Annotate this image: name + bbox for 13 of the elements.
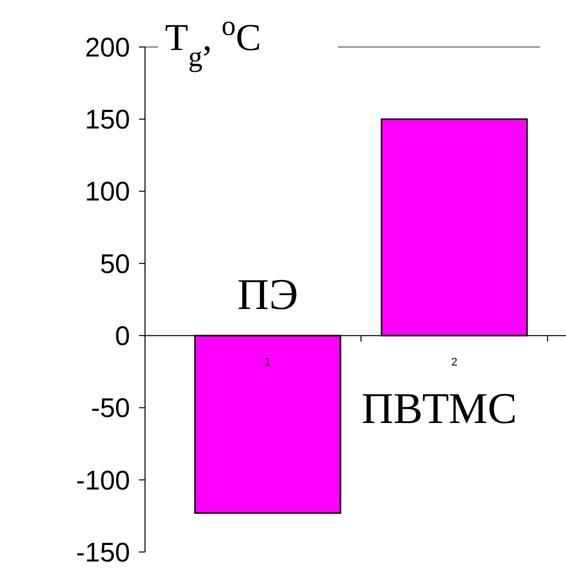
x-tick-label: 1	[264, 356, 271, 369]
annotation: ПЭ	[237, 270, 298, 319]
x-tick-label: 2	[451, 356, 458, 369]
y-tick-label: -100	[76, 465, 130, 496]
annotation: ПВТМС	[362, 384, 517, 433]
y-axis-title: T$_{g}$, $^{o}$C	[165, 10, 262, 72]
y-tick-label: 150	[84, 104, 130, 135]
y-tick-label: -50	[90, 393, 130, 424]
y-tick-label: 50	[100, 248, 130, 279]
y-tick-label: -150	[76, 537, 130, 568]
y-tick-label: 200	[84, 32, 130, 62]
y-tick-label: 100	[84, 176, 130, 207]
y-tick-label: 0	[114, 321, 130, 352]
